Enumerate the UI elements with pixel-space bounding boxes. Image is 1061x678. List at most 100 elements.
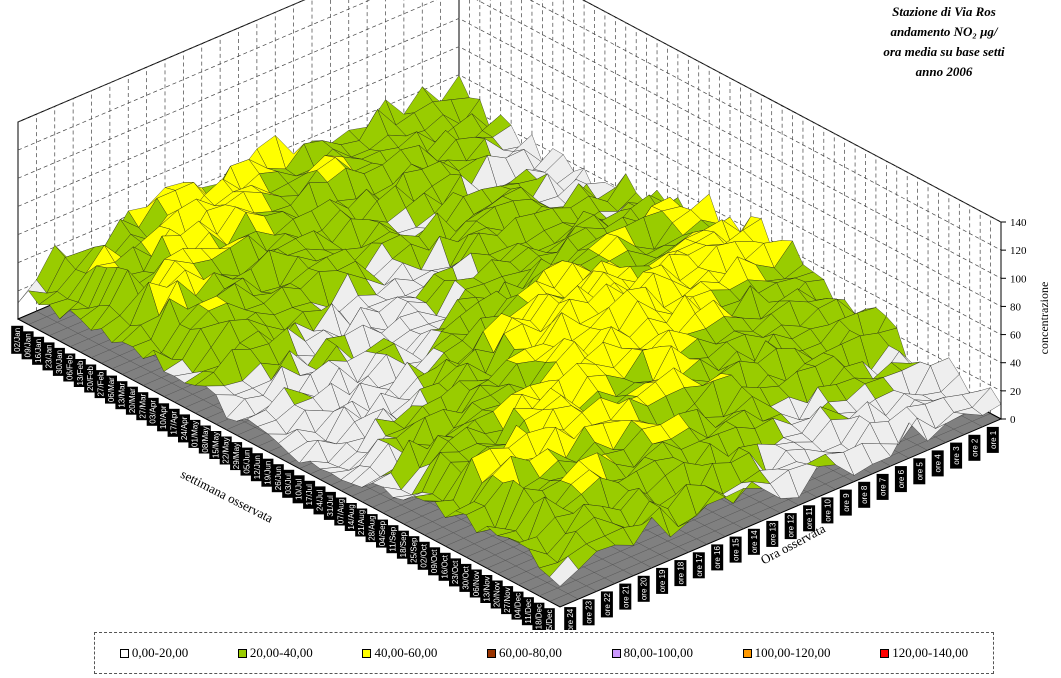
week-tick-box bbox=[21, 331, 34, 360]
week-tick: 13/Feb bbox=[73, 359, 86, 387]
week-tick-label: 04/Dec bbox=[514, 593, 523, 618]
hour-tick-box bbox=[894, 466, 907, 493]
hour-tick-box bbox=[931, 450, 944, 477]
week-tick: 29/May bbox=[230, 442, 243, 471]
hour-tick-label: ore 1 bbox=[989, 430, 998, 449]
week-tick-box bbox=[365, 514, 378, 543]
week-tick: 06/Feb bbox=[63, 353, 76, 382]
week-tick: 20/Nov bbox=[490, 580, 503, 609]
hour-tick-box bbox=[986, 426, 999, 453]
week-tick-label: 07/Aug bbox=[336, 499, 345, 524]
week-tick-box bbox=[73, 359, 86, 387]
hour-tick-box bbox=[858, 481, 871, 508]
legend-swatch bbox=[742, 648, 752, 658]
week-tick-label: 20/Feb bbox=[86, 365, 95, 390]
hour-tick-label: ore 13 bbox=[768, 522, 777, 545]
week-tick: 27/Feb bbox=[94, 370, 107, 399]
week-tick-box bbox=[84, 364, 97, 393]
hour-tick-label: ore 15 bbox=[732, 538, 741, 561]
week-tick-box bbox=[250, 453, 263, 482]
week-tick-box bbox=[376, 519, 388, 548]
week-tick: 10/Apr bbox=[157, 403, 170, 432]
week-tick-label: 11/Dec bbox=[524, 599, 533, 624]
week-tick-label: 06/Feb bbox=[65, 354, 74, 379]
z-tick-label: 80 bbox=[1010, 301, 1022, 313]
hour-tick-box bbox=[803, 505, 816, 532]
week-tick-box bbox=[125, 386, 138, 415]
week-tick-box bbox=[282, 469, 295, 498]
week-tick-box bbox=[344, 503, 357, 531]
hour-tick: ore 19 bbox=[656, 567, 669, 594]
hour-tick-label: ore 19 bbox=[658, 569, 667, 592]
z-tick-label: 100 bbox=[1010, 273, 1027, 285]
week-tick: 27/Mar bbox=[136, 392, 149, 421]
week-tick-label: 23/Oct bbox=[451, 560, 460, 584]
hour-tick-box bbox=[619, 583, 632, 610]
week-tick-label: 09/Jan bbox=[24, 333, 33, 357]
chart-title-line-2: andamento NO₂ μg/ bbox=[890, 24, 998, 39]
week-tick-box bbox=[490, 580, 503, 609]
week-tick: 15/May bbox=[209, 431, 222, 459]
week-tick: 17/Jul bbox=[303, 480, 316, 509]
week-tick: 20/Feb bbox=[84, 364, 97, 393]
week-tick: 07/Aug bbox=[334, 497, 347, 526]
week-tick-box bbox=[438, 552, 451, 581]
week-tick-label: 30/Jan bbox=[55, 350, 64, 374]
week-tick: 25/Sep bbox=[407, 536, 420, 565]
hour-tick-label: ore 23 bbox=[585, 600, 594, 623]
week-tick-label: 25/Sep bbox=[409, 537, 418, 563]
z-tick-label: 140 bbox=[1010, 217, 1027, 229]
week-tick-box bbox=[261, 458, 274, 487]
hour-tick: ore 22 bbox=[600, 591, 613, 618]
hour-tick-label: ore 14 bbox=[750, 530, 759, 553]
week-tick-box bbox=[271, 464, 284, 493]
week-tick: 03/Jul bbox=[282, 469, 295, 498]
week-tick-label: 13/Nov bbox=[482, 576, 491, 601]
week-tick-label: 24/Apr bbox=[180, 416, 189, 440]
legend-swatch bbox=[362, 648, 372, 658]
week-tick: 16/Jan bbox=[32, 336, 45, 365]
week-tick: 02/Oct bbox=[417, 541, 430, 570]
week-tick-label: 16/Jan bbox=[34, 339, 43, 363]
week-tick: 06/Nov bbox=[469, 569, 482, 598]
week-tick-box bbox=[105, 375, 117, 404]
week-tick: 03/Apr bbox=[146, 397, 159, 426]
z-tick-label: 120 bbox=[1010, 245, 1027, 257]
surface-plot bbox=[17, 75, 1002, 587]
week-tick-label: 31/Jul bbox=[326, 495, 335, 517]
hour-tick: ore 11 bbox=[803, 505, 816, 532]
week-tick-label: 20/Mar bbox=[128, 388, 137, 413]
week-tick-box bbox=[449, 558, 461, 587]
hour-tick-box bbox=[821, 497, 834, 524]
chart-title-line-4: anno 2006 bbox=[915, 64, 973, 79]
week-tick-label: 22/May bbox=[222, 437, 231, 463]
chart-title-line-3: ora media su base setti bbox=[883, 44, 1005, 59]
wall-gridline bbox=[17, 18, 1002, 307]
hour-tick-label: ore 21 bbox=[621, 585, 630, 608]
week-tick-label: 06/Nov bbox=[472, 571, 481, 596]
z-tick-label: 20 bbox=[1010, 386, 1022, 398]
hour-tick-label: ore 4 bbox=[934, 454, 943, 473]
hour-tick-box bbox=[564, 607, 577, 630]
hour-tick-label: ore 22 bbox=[603, 593, 612, 616]
week-tick: 02/Jan bbox=[11, 325, 24, 354]
legend-item: 0,00-20,00 bbox=[119, 645, 188, 661]
hour-tick-box bbox=[729, 536, 742, 563]
week-tick-label: 19/Jun bbox=[263, 461, 272, 485]
legend-swatch bbox=[611, 648, 621, 658]
week-tick: 24/Jul bbox=[313, 486, 326, 515]
legend-swatch bbox=[119, 648, 129, 658]
hour-tick: ore 10 bbox=[821, 497, 834, 524]
week-tick-box bbox=[396, 530, 409, 559]
week-tick-label: 18/Sep bbox=[399, 531, 408, 557]
week-tick-label: 24/Jul bbox=[316, 490, 325, 512]
legend-swatch bbox=[880, 648, 890, 658]
legend-label: 80,00-100,00 bbox=[623, 645, 693, 660]
week-tick-box bbox=[355, 508, 368, 537]
hour-tick: ore 4 bbox=[931, 450, 944, 477]
hour-tick: ore 13 bbox=[766, 520, 779, 547]
hour-tick: ore 2 bbox=[968, 434, 981, 461]
week-tick: 25/Dec bbox=[542, 608, 555, 630]
week-tick-box bbox=[230, 442, 243, 471]
week-tick-label: 17/Jul bbox=[305, 484, 314, 506]
